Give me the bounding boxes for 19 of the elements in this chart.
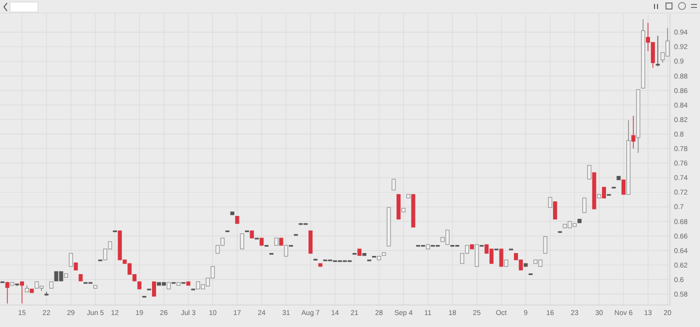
candlestick (5, 281, 10, 304)
candlestick (20, 281, 24, 304)
candlestick (656, 35, 660, 67)
candlestick (152, 281, 156, 297)
candlestick (543, 236, 548, 254)
candlestick (553, 201, 558, 220)
candlestick (499, 248, 504, 267)
candlestick (240, 233, 244, 250)
candlestick (68, 253, 73, 267)
candlestick (548, 197, 552, 208)
candlestick (474, 244, 479, 267)
candlestick (587, 165, 592, 180)
candlestick (308, 230, 313, 254)
candlestick (582, 198, 586, 213)
candlestick (631, 115, 636, 149)
candlestick (602, 186, 606, 198)
candlestick (622, 180, 626, 195)
candlestick (284, 245, 288, 257)
candlestick (392, 178, 396, 190)
